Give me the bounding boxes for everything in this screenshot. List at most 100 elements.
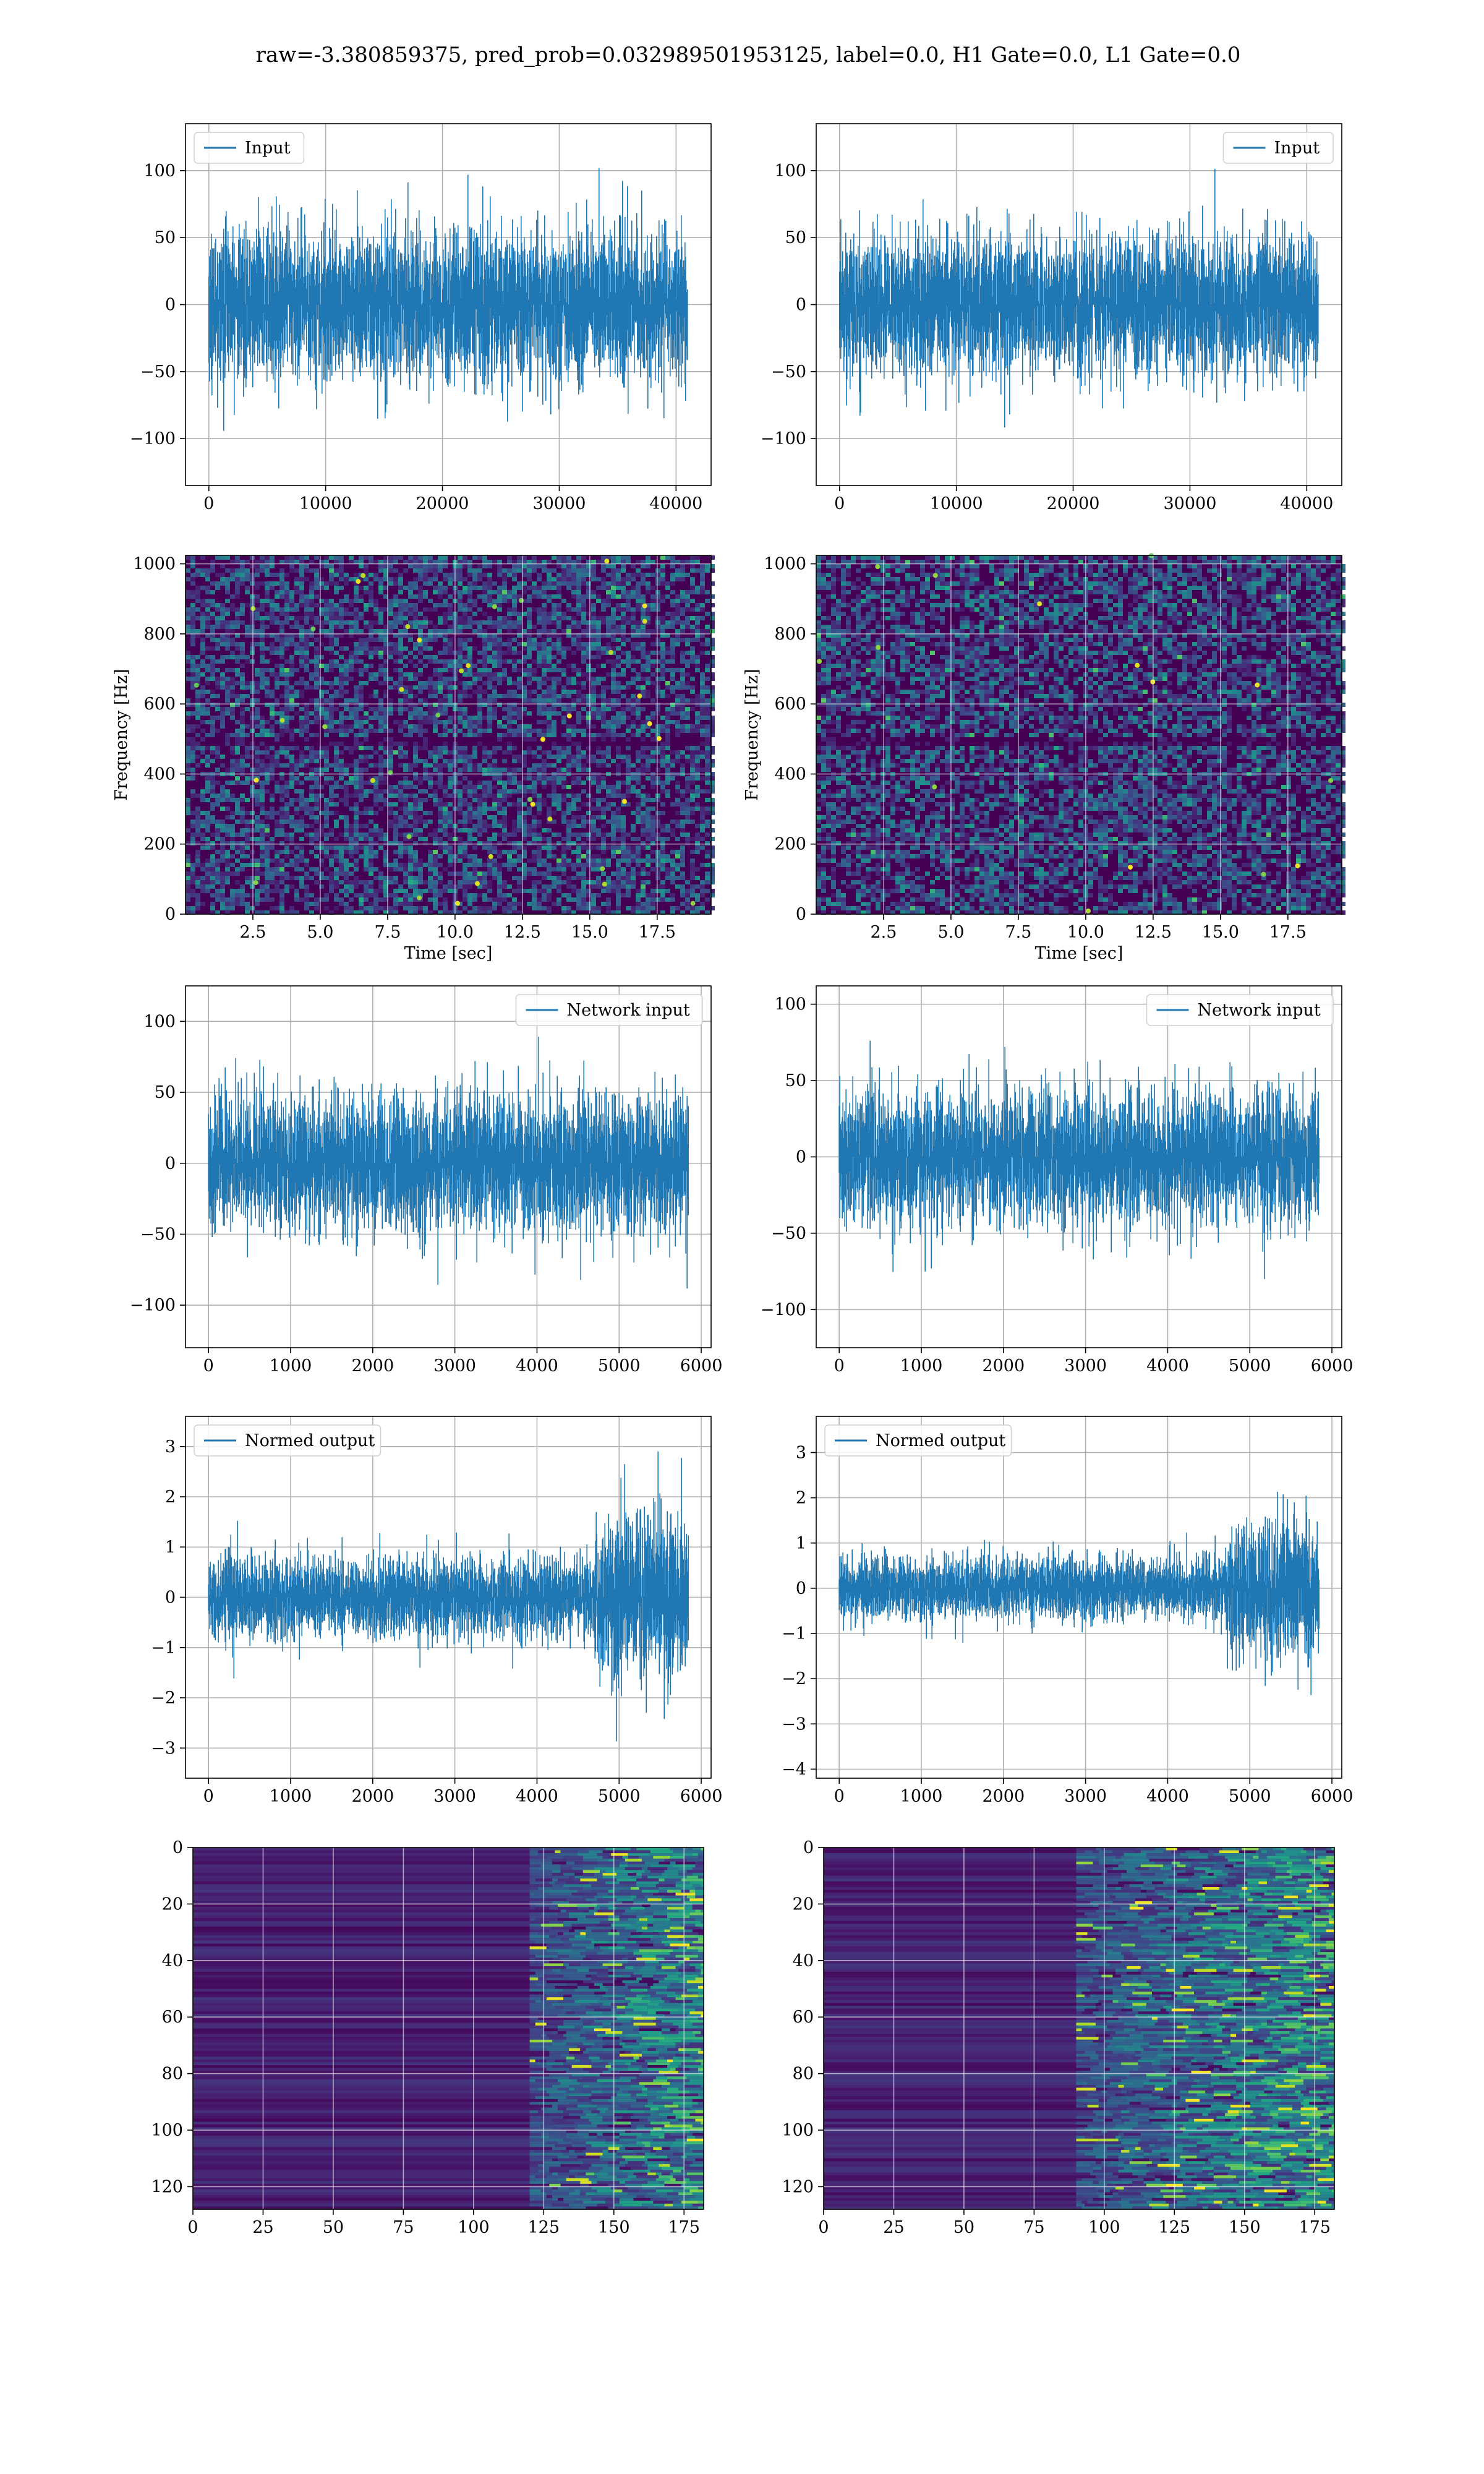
heatmap-cell bbox=[705, 590, 710, 594]
heatmap-cell bbox=[433, 681, 438, 685]
heatmap-cell bbox=[547, 755, 552, 759]
heatmap-cell bbox=[636, 854, 641, 858]
heatmap-cell bbox=[492, 672, 497, 677]
heatmap-cell bbox=[492, 651, 497, 655]
heatmap-cell bbox=[443, 811, 448, 815]
heatmap-cell bbox=[685, 789, 690, 794]
heatmap-cell bbox=[507, 638, 512, 642]
heatmap-cell bbox=[205, 607, 210, 612]
heatmap-cell bbox=[373, 690, 378, 694]
heatmap-cell bbox=[705, 768, 710, 772]
heatmap-cell bbox=[265, 659, 270, 664]
heatmap-cell bbox=[571, 733, 576, 737]
heatmap-cell bbox=[443, 742, 448, 746]
heatmap-cell bbox=[225, 841, 230, 845]
heatmap-cell bbox=[576, 698, 581, 703]
heatmap-cell bbox=[354, 720, 359, 724]
heatmap-cell bbox=[289, 633, 294, 638]
heatmap-cell bbox=[255, 733, 260, 737]
heatmap-cell bbox=[383, 642, 388, 646]
heatmap-cell bbox=[522, 633, 527, 638]
heatmap-cell bbox=[482, 633, 487, 638]
heatmap-cell bbox=[423, 824, 428, 828]
heatmap-cell bbox=[279, 733, 284, 737]
heatmap-cell bbox=[477, 824, 482, 828]
heatmap-cell bbox=[190, 629, 195, 633]
heatmap-cell bbox=[507, 616, 512, 620]
heatmap-cell bbox=[443, 616, 448, 620]
heatmap-cell bbox=[354, 690, 359, 694]
heatmap-cell bbox=[611, 564, 616, 568]
heatmap-cell bbox=[561, 837, 566, 841]
heatmap-cell bbox=[230, 798, 235, 802]
heatmap-cell bbox=[616, 573, 621, 577]
heatmap-cell bbox=[334, 560, 339, 564]
heatmap-cell bbox=[210, 633, 215, 638]
heatmap-cell bbox=[537, 802, 542, 807]
heatmap-cell bbox=[655, 573, 660, 577]
heatmap-cell bbox=[245, 625, 250, 629]
heatmap-cell bbox=[314, 620, 319, 625]
heatmap-cell bbox=[275, 789, 279, 794]
heatmap-cell bbox=[428, 720, 433, 724]
heatmap-cell bbox=[477, 820, 482, 824]
heatmap-cell bbox=[403, 833, 408, 837]
heatmap-cell bbox=[428, 599, 433, 603]
heatmap-cell bbox=[655, 858, 660, 863]
heatmap-cell bbox=[631, 703, 636, 707]
heatmap-cell bbox=[552, 629, 556, 633]
heatmap-cell bbox=[195, 711, 200, 716]
heatmap-cell bbox=[537, 711, 542, 716]
heatmap-cell bbox=[606, 733, 611, 737]
heatmap-cell bbox=[631, 776, 636, 781]
heatmap-cell bbox=[571, 776, 576, 781]
heatmap-cell bbox=[596, 711, 601, 716]
heatmap-cell bbox=[359, 690, 364, 694]
heatmap-cell bbox=[378, 703, 383, 707]
heatmap-cell bbox=[443, 555, 448, 560]
heatmap-cell bbox=[641, 707, 646, 711]
heatmap-cell bbox=[641, 763, 646, 768]
heatmap-cell bbox=[354, 746, 359, 750]
heatmap-cell bbox=[458, 620, 463, 625]
heatmap-cell bbox=[339, 690, 344, 694]
heatmap-cell bbox=[680, 711, 685, 716]
heatmap-cell bbox=[255, 690, 260, 694]
heatmap-cell bbox=[388, 789, 393, 794]
heatmap-cell bbox=[561, 858, 566, 863]
heatmap-cell bbox=[314, 568, 319, 573]
heatmap-cell bbox=[556, 646, 561, 651]
heatmap-cell bbox=[517, 659, 522, 664]
heatmap-cell bbox=[705, 733, 710, 737]
heatmap-cell bbox=[537, 560, 542, 564]
heatmap-cell bbox=[616, 820, 621, 824]
heatmap-cell bbox=[190, 668, 195, 672]
heatmap-cell bbox=[636, 629, 641, 633]
heatmap-cell bbox=[245, 586, 250, 590]
heatmap-cell bbox=[556, 612, 561, 616]
heatmap-cell bbox=[324, 807, 329, 811]
heatmap-cell bbox=[393, 599, 398, 603]
heatmap-cell bbox=[448, 607, 453, 612]
heatmap-cell bbox=[403, 646, 408, 651]
heatmap-cell bbox=[636, 685, 641, 690]
heatmap-cell bbox=[190, 685, 195, 690]
heatmap-cell bbox=[700, 629, 705, 633]
heatmap-cell bbox=[398, 586, 403, 590]
heatmap-cell bbox=[636, 581, 641, 586]
heatmap-cell bbox=[507, 568, 512, 573]
heatmap-cell bbox=[289, 655, 294, 659]
heatmap-cell bbox=[492, 824, 497, 828]
heatmap-cell bbox=[690, 616, 695, 620]
heatmap-cell bbox=[270, 755, 275, 759]
heatmap-cell bbox=[200, 642, 205, 646]
heatmap-cell bbox=[507, 573, 512, 577]
heatmap-cell bbox=[522, 737, 527, 742]
heatmap-cell bbox=[423, 568, 428, 573]
heatmap-cell bbox=[477, 811, 482, 815]
heatmap-cell bbox=[601, 833, 606, 837]
heatmap-cell bbox=[423, 746, 428, 750]
heatmap-cell bbox=[324, 815, 329, 820]
y-tick-label: 50 bbox=[785, 228, 806, 247]
heatmap-cell bbox=[591, 858, 596, 863]
